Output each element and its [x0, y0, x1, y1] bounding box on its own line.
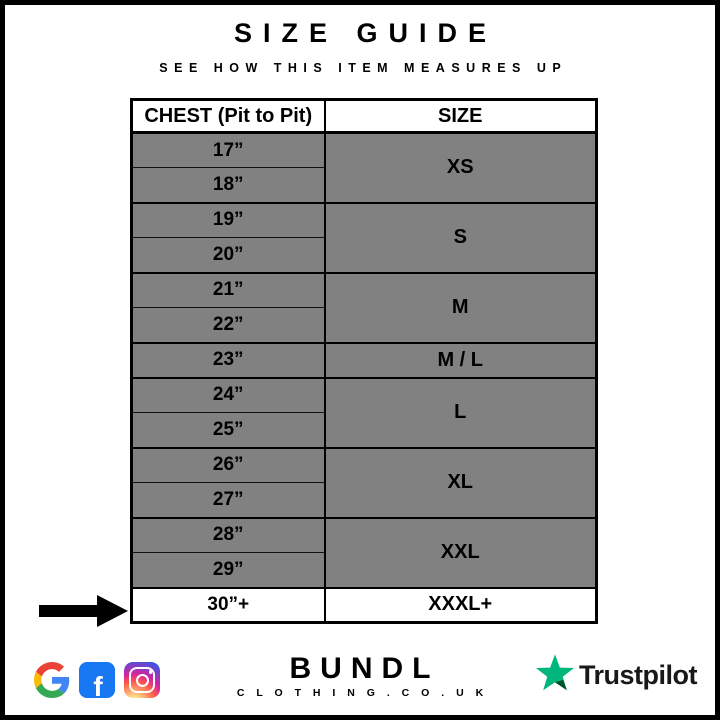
chest-value: 29”: [130, 552, 326, 588]
brand-domain: C L O T H I N G . C O . U K: [236, 687, 488, 699]
page-title: SIZE GUIDE: [233, 18, 498, 48]
chest-value: 20”: [130, 237, 326, 273]
size-value: XXL: [323, 516, 598, 588]
table-row: 20”: [130, 237, 597, 273]
google-icon: [34, 662, 70, 698]
chest-value: 27”: [130, 482, 326, 518]
size-value: XL: [323, 446, 598, 518]
chest-value: 25”: [130, 412, 326, 448]
trustpilot-wordmark: Trustpilot: [579, 659, 698, 690]
chest-value: 30”+: [130, 586, 326, 623]
table-row: 23” M / L: [130, 341, 598, 378]
chest-value: 23”: [130, 341, 326, 378]
table-row: 19” S: [130, 201, 598, 273]
table-row: 25”: [130, 412, 597, 448]
social-icons: f: [34, 662, 160, 698]
size-value: M / L: [323, 341, 598, 378]
size-value: S: [323, 201, 598, 273]
instagram-icon: [124, 662, 160, 698]
size-column-header: SIZE: [323, 98, 598, 134]
table-row: 30”+ XXXL+: [130, 586, 598, 623]
size-guide-table: CHEST (Pit to Pit) SIZE 17” XS 18” 19” S 20” 2…: [130, 98, 598, 624]
size-value: XXXL+: [323, 586, 598, 623]
chest-value: 26”: [130, 446, 326, 483]
table-row: 27”: [130, 482, 597, 518]
table-row: 21” M: [130, 271, 598, 343]
size-value: L: [323, 376, 598, 448]
table-row: 29”: [130, 552, 597, 588]
table-row: 17” XS: [130, 131, 598, 203]
trustpilot-star-icon: [536, 654, 574, 696]
chest-value: 22”: [130, 307, 326, 343]
table-row: 24” L: [130, 376, 598, 448]
facebook-icon: f: [79, 662, 115, 698]
chest-column-header: CHEST (Pit to Pit): [130, 98, 326, 134]
size-table-body: 17” XS 18” 19” S 20” 21” M 22” 23” M / L 24” L 25” 26”…: [130, 131, 598, 623]
chest-value: 24”: [130, 376, 326, 413]
table-row: 22”: [130, 307, 597, 343]
table-row: 26” XL: [130, 446, 598, 518]
brand-name: BUNDL: [289, 652, 440, 685]
chest-value: 21”: [130, 271, 326, 308]
size-value: M: [323, 271, 598, 343]
brand-logo: BUNDL C L O T H I N G . C O . U K: [5, 652, 715, 700]
trustpilot-logo: Trustpilot: [536, 654, 698, 696]
page-subtitle: SEE HOW THIS ITEM MEASURES UP: [159, 61, 568, 75]
facebook-f-glyph: f: [93, 671, 103, 699]
size-value: XS: [323, 131, 598, 203]
chest-value: 18”: [130, 167, 326, 203]
chest-value: 17”: [130, 131, 326, 168]
chest-value: 28”: [130, 516, 326, 553]
table-row: 18”: [130, 167, 597, 203]
arrow-icon: [37, 594, 129, 628]
chest-value: 19”: [130, 201, 326, 238]
table-header-row: CHEST (Pit to Pit) SIZE: [130, 98, 598, 134]
table-row: 28” XXL: [130, 516, 598, 588]
